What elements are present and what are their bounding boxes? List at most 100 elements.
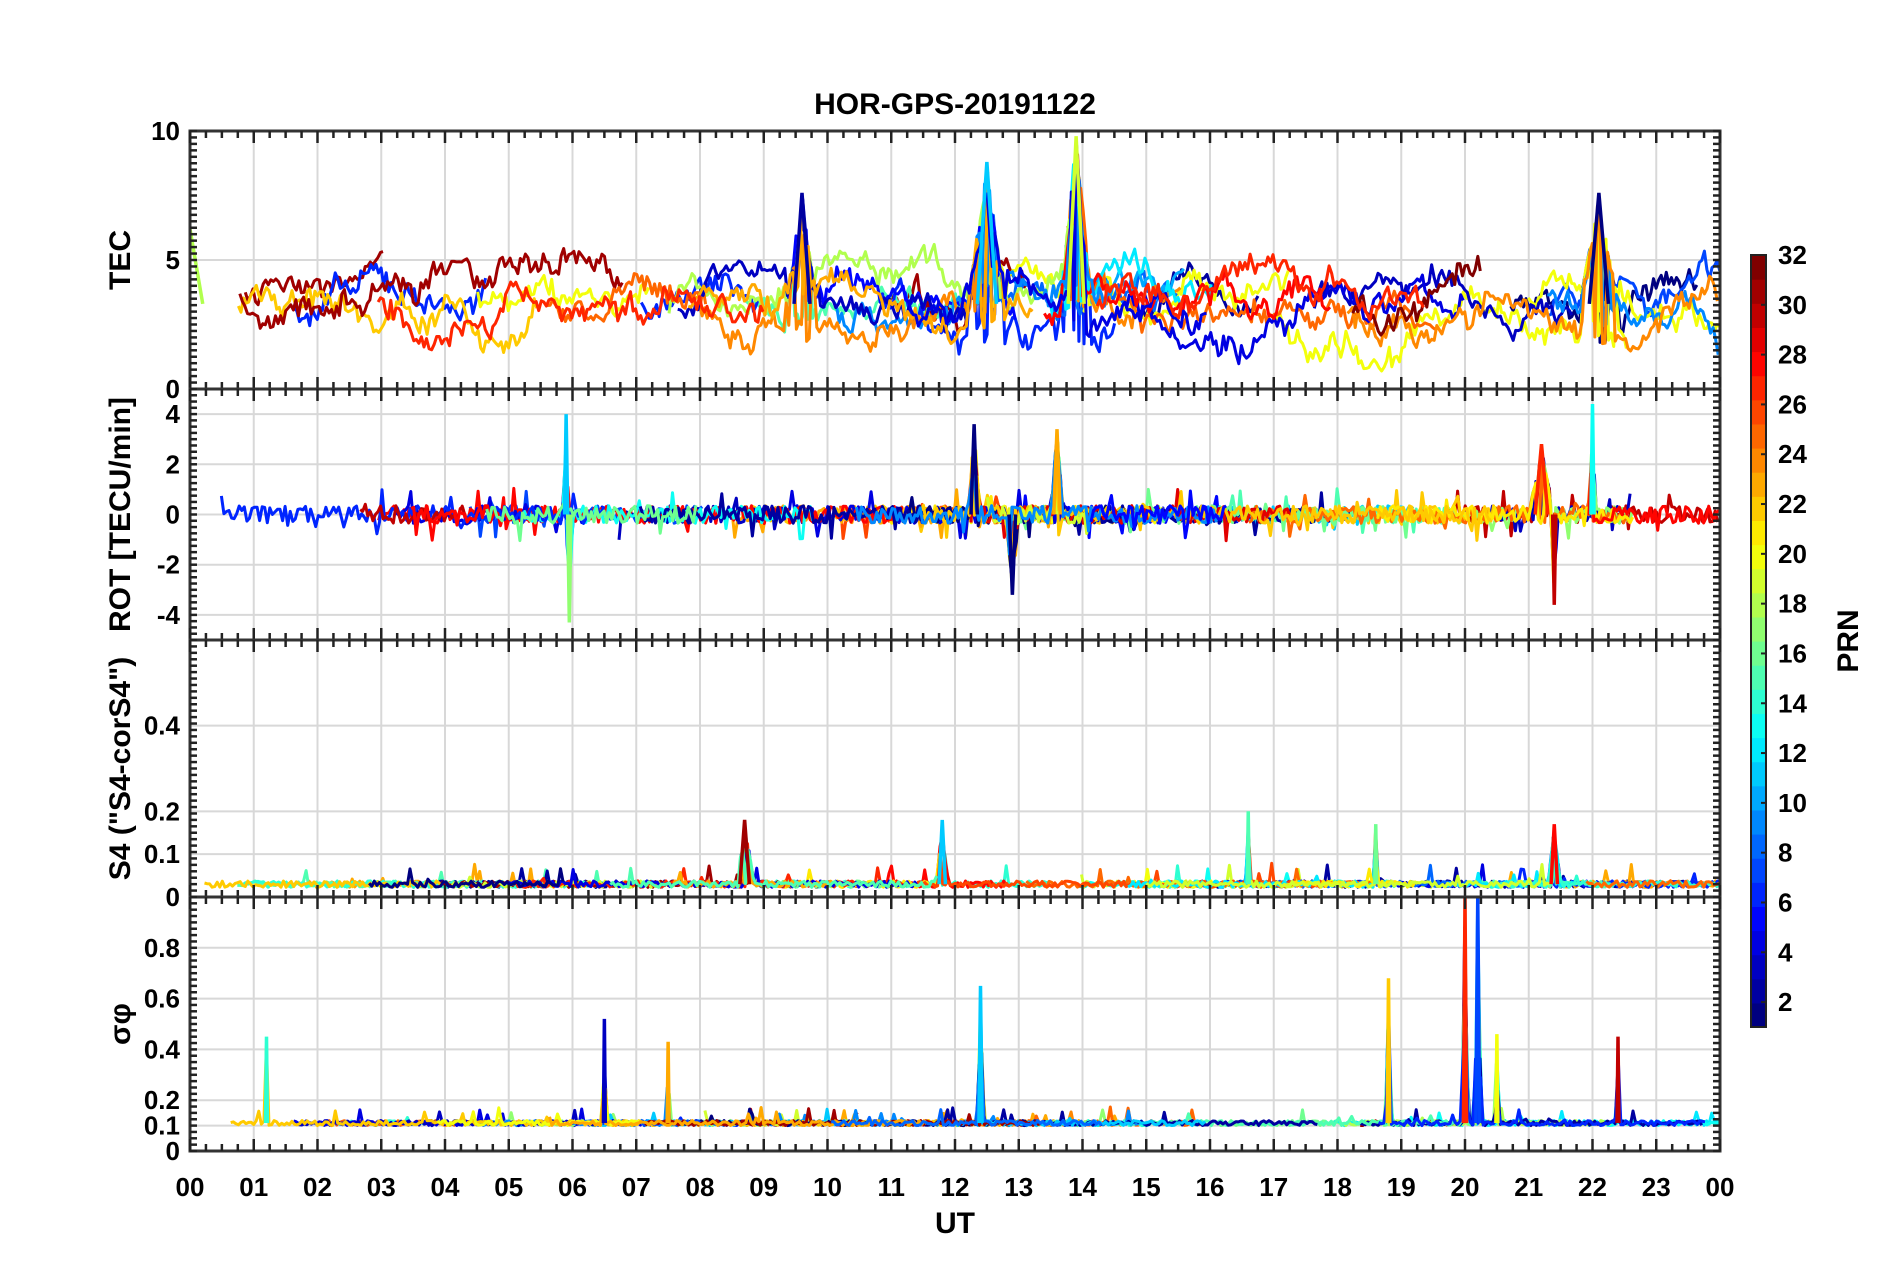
colorbar-band — [1751, 279, 1766, 304]
colorbar-band — [1751, 954, 1766, 980]
y-tick-label: 0.2 — [144, 1085, 180, 1115]
y-tick-label: 0.1 — [144, 839, 180, 869]
prn-trace — [1089, 489, 1227, 540]
colorbar-band — [1751, 568, 1766, 594]
event-peak — [738, 819, 752, 885]
prn-trace — [238, 247, 624, 330]
panel-rot: -4 -2 0 2 4 ROT [TECU/min] — [104, 387, 1722, 642]
event-peak — [562, 414, 570, 515]
prn-trace — [609, 847, 939, 889]
colorbar-tick-label: 8 — [1778, 838, 1792, 868]
y-tick-label: 0 — [166, 374, 180, 404]
y-tick-label: 4 — [166, 399, 181, 429]
colorbar-tick-label: 32 — [1778, 240, 1807, 270]
colorbar-band — [1751, 496, 1766, 521]
colorbar-band — [1751, 761, 1766, 787]
colorbar-band — [1751, 665, 1766, 690]
colorbar-band — [1751, 1002, 1766, 1028]
colorbar-tick-label: 16 — [1778, 638, 1807, 668]
colorbar-tick-label: 14 — [1778, 688, 1807, 718]
event-peak — [1550, 514, 1558, 605]
colorbar-band — [1751, 689, 1766, 714]
x-tick-label: 16 — [1196, 1172, 1225, 1202]
event-peak — [1066, 136, 1086, 304]
x-tick-label: 07 — [622, 1172, 651, 1202]
event-peak — [977, 985, 984, 1124]
colorbar-band — [1751, 858, 1766, 883]
panel-tec: 0 5 10 TEC — [104, 116, 1722, 404]
colorbar-tick-label: 26 — [1778, 389, 1807, 419]
y-tick-label: 5 — [166, 245, 180, 275]
colorbar-label: PRN — [1832, 609, 1865, 672]
colorbar-band — [1751, 351, 1766, 377]
event-peak — [1587, 192, 1611, 305]
colorbar-band — [1751, 930, 1766, 956]
prn-trace — [368, 867, 565, 889]
x-tick-label: 08 — [686, 1172, 715, 1202]
colorbar-band — [1751, 834, 1766, 859]
x-tick-label: 04 — [431, 1172, 460, 1202]
event-peak — [1052, 429, 1062, 515]
x-tick-label: 11 — [878, 1172, 906, 1202]
event-peak — [665, 1041, 671, 1124]
event-peak — [792, 192, 812, 304]
prn-trace — [982, 183, 1178, 322]
colorbar-band — [1751, 641, 1766, 666]
y-tick-label: 0.1 — [144, 1111, 180, 1141]
colorbar-band — [1751, 882, 1766, 907]
x-tick-label: 18 — [1323, 1172, 1352, 1202]
x-tick-label: 03 — [367, 1172, 396, 1202]
y-axis-label: TEC — [104, 230, 137, 290]
colorbar-band — [1751, 303, 1766, 328]
event-peak — [1245, 811, 1251, 885]
prn-trace — [1095, 252, 1425, 322]
prn-trace — [1587, 460, 1720, 532]
colorbar-tick-label: 24 — [1778, 439, 1807, 469]
traces — [190, 136, 1720, 373]
colorbar-tick-label: 20 — [1778, 539, 1807, 569]
colorbar-band — [1751, 906, 1766, 932]
x-tick-label: 01 — [239, 1172, 268, 1202]
prn-trace — [1377, 992, 1706, 1128]
x-tick-label: 22 — [1578, 1172, 1607, 1202]
colorbar-tick-label: 30 — [1778, 290, 1807, 320]
colorbar-tick-label: 6 — [1778, 887, 1792, 917]
x-tick-label: 10 — [813, 1172, 842, 1202]
y-tick-label: 0.4 — [144, 711, 181, 741]
colorbar-band — [1751, 785, 1766, 811]
colorbar-tick-label: 2 — [1778, 987, 1792, 1017]
event-peak — [1549, 824, 1560, 885]
prn-trace — [939, 1035, 1318, 1128]
prn-trace — [687, 194, 1034, 346]
event-peak — [1385, 978, 1392, 1124]
colorbar-band — [1751, 713, 1766, 739]
prn-trace — [831, 1062, 1103, 1127]
colorbar-tick-label: 22 — [1778, 489, 1807, 519]
y-tick-label: 0.8 — [144, 933, 180, 963]
colorbar-band — [1751, 375, 1766, 401]
x-tick-label: 02 — [303, 1172, 332, 1202]
y-tick-label: 0 — [166, 1136, 180, 1166]
colorbar-band — [1751, 327, 1766, 353]
x-tick-label: 13 — [1004, 1172, 1033, 1202]
colorbar-band — [1751, 616, 1766, 642]
traces — [204, 811, 1720, 889]
event-peak — [1533, 444, 1550, 515]
x-tick-label: 00 — [176, 1172, 205, 1202]
prn-trace — [410, 504, 510, 537]
colorbar-band — [1751, 423, 1766, 449]
event-peak — [1373, 824, 1379, 885]
event-peak — [601, 1018, 608, 1124]
prn-trace — [1585, 879, 1720, 889]
prn-trace — [376, 280, 765, 352]
x-tick-label: 21 — [1514, 1172, 1543, 1202]
prn-trace — [1125, 273, 1465, 366]
colorbar-band — [1751, 809, 1766, 835]
x-tick-label: 06 — [558, 1172, 587, 1202]
y-tick-label: 0.2 — [144, 796, 180, 826]
colorbar-band — [1751, 737, 1766, 763]
y-tick-label: 0 — [166, 882, 180, 912]
x-axis-label: UT — [935, 1207, 975, 1240]
colorbar-band — [1751, 592, 1766, 618]
